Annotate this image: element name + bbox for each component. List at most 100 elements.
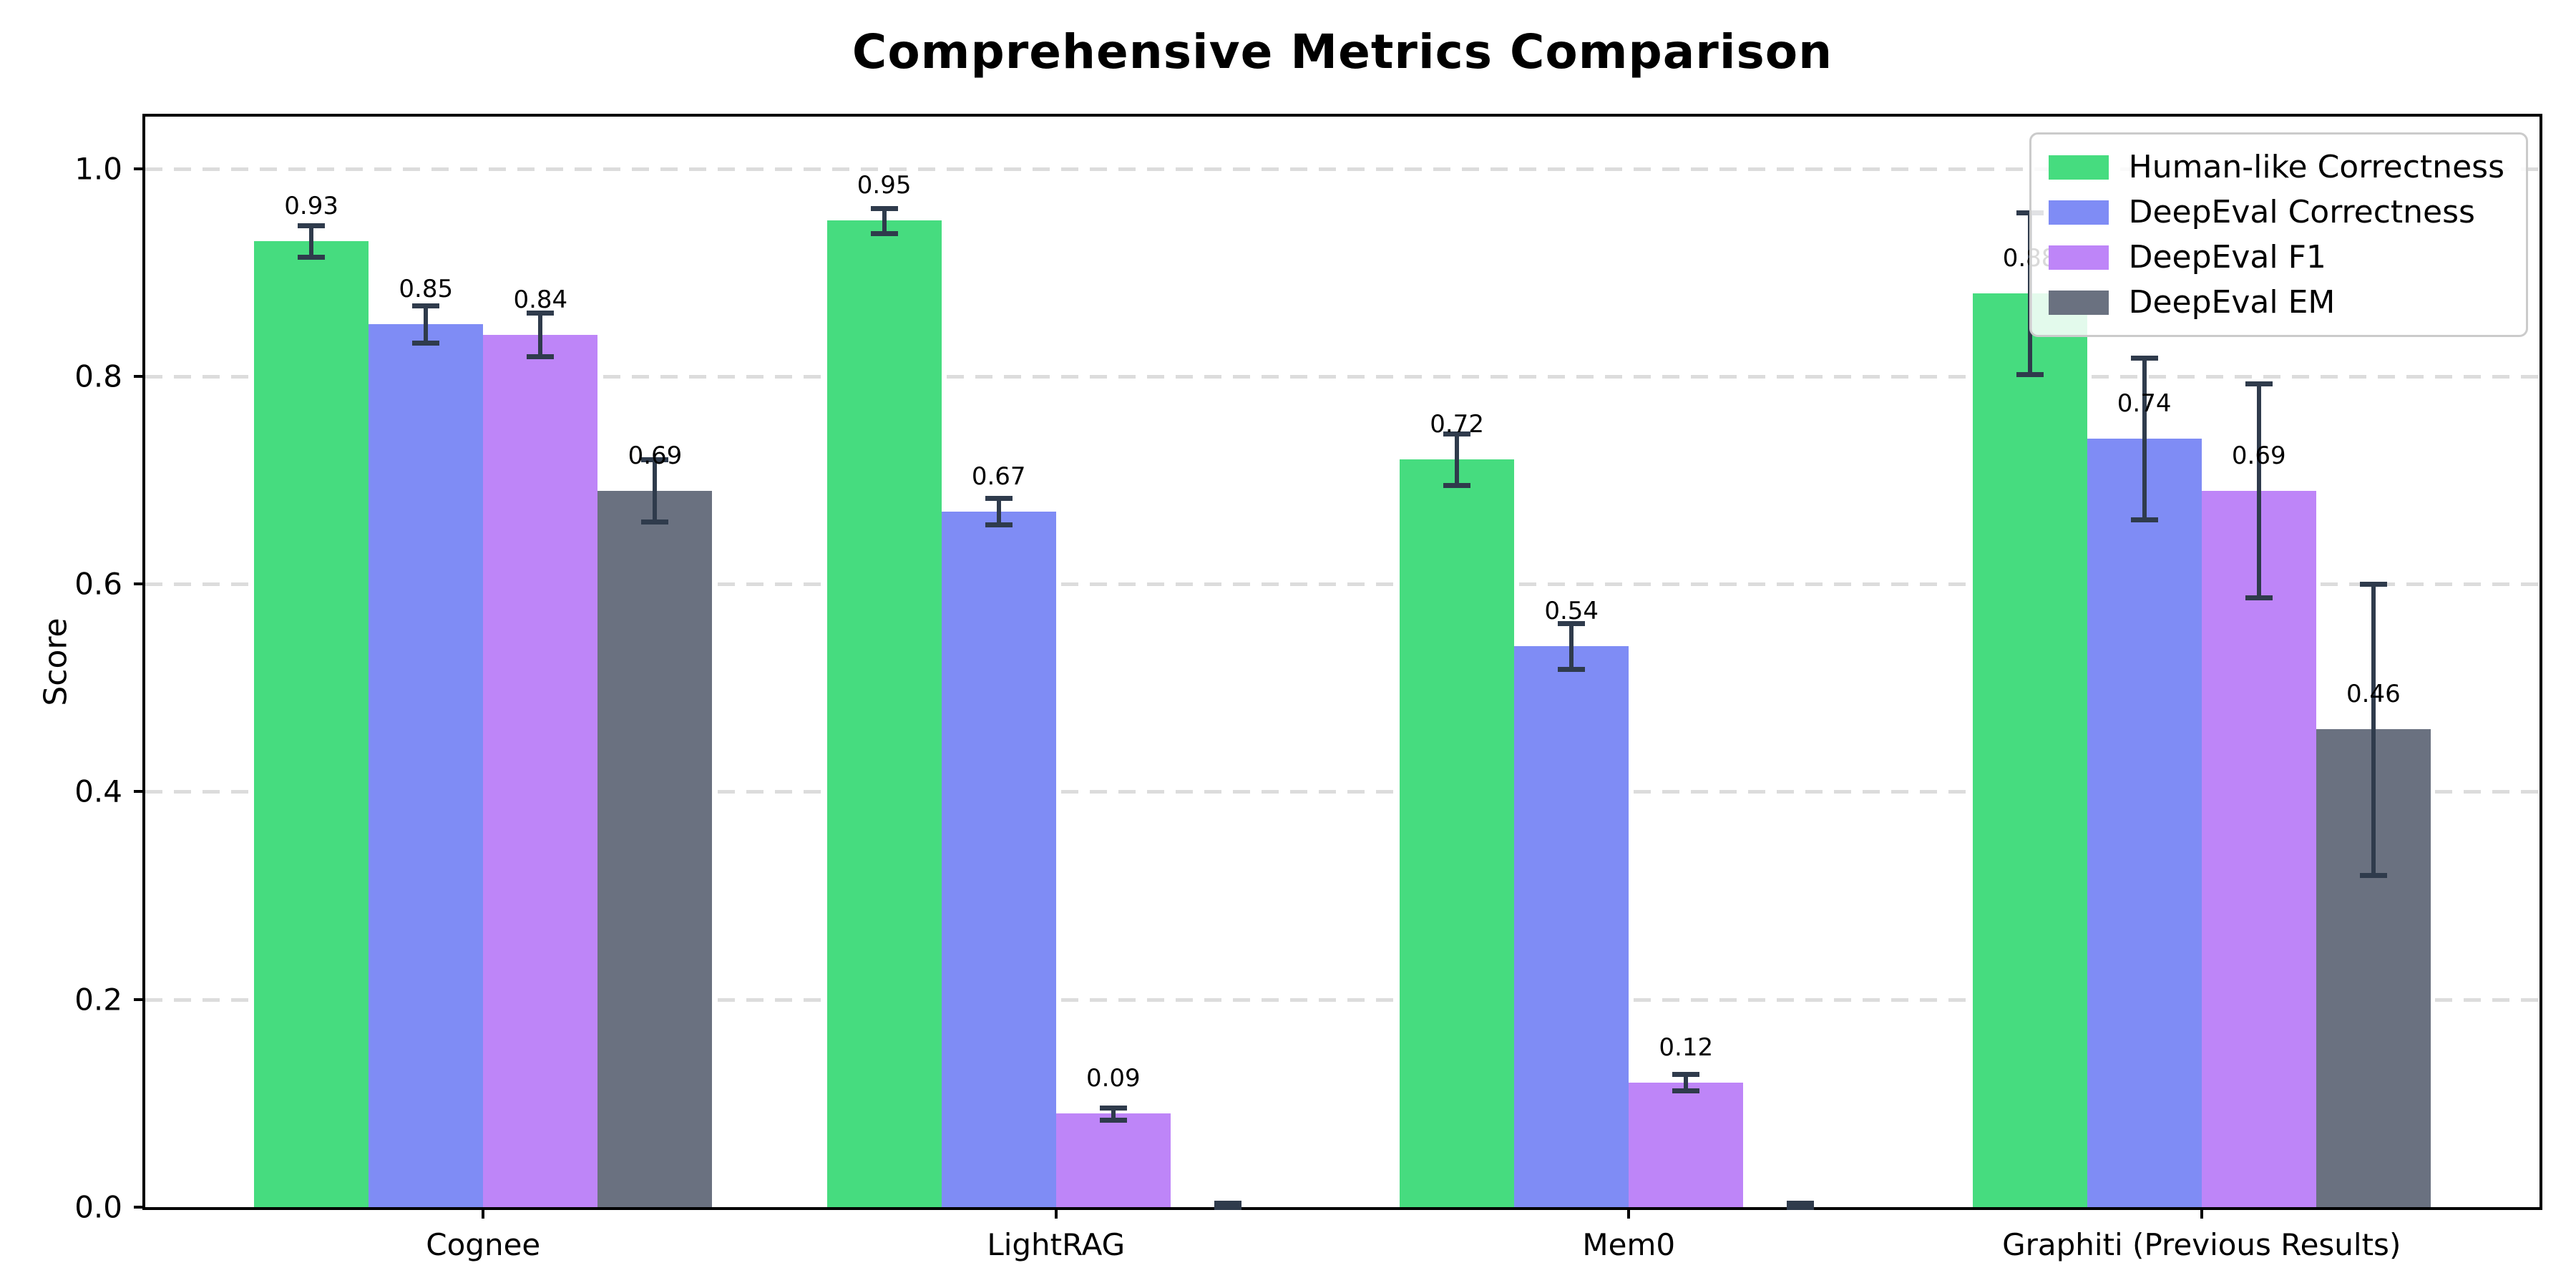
bar-value-label-0-0: 0.93 bbox=[284, 192, 338, 221]
errorbar-cap-bottom-0-1 bbox=[870, 230, 898, 236]
errorbar-cap-top-0-1 bbox=[870, 205, 898, 211]
y-tick-mark-1.0 bbox=[134, 167, 145, 170]
errorbar-cap-bottom-2-3 bbox=[2245, 595, 2273, 600]
errorbar-cap-bottom-0-0 bbox=[298, 254, 326, 260]
bar-deepeval-f1-1 bbox=[1055, 1113, 1171, 1207]
errorbar-3-0 bbox=[653, 459, 658, 522]
legend-swatch-icon bbox=[2048, 155, 2109, 180]
errorbar-cap-top-2-0 bbox=[527, 311, 555, 316]
y-tick-label-0.8: 0.8 bbox=[74, 358, 122, 394]
errorbar-0-0 bbox=[309, 225, 314, 257]
bar-value-label-1-2: 0.54 bbox=[1544, 597, 1599, 626]
x-tick-label-3: Graphiti (Previous Results) bbox=[2002, 1227, 2401, 1262]
bar-value-label-2-3: 0.69 bbox=[2231, 441, 2286, 470]
y-tick-label-0.0: 0.0 bbox=[74, 1189, 122, 1225]
errorbar-cap-bottom-3-1 bbox=[1214, 1205, 1241, 1210]
errorbar-1-1 bbox=[996, 497, 1001, 525]
x-tick-mark-2 bbox=[1627, 1207, 1631, 1219]
errorbar-cap-bottom-0-2 bbox=[1443, 483, 1471, 489]
errorbar-2-2 bbox=[1684, 1074, 1689, 1091]
x-tick-mark-0 bbox=[482, 1207, 485, 1219]
errorbar-cap-top-1-3 bbox=[2130, 355, 2158, 361]
legend-swatch-icon bbox=[2048, 245, 2109, 270]
bar-deepeval-correctness-3 bbox=[2087, 438, 2202, 1207]
errorbar-1-2 bbox=[1569, 623, 1574, 670]
legend-label: DeepEval EM bbox=[2128, 284, 2336, 321]
errorbar-3-3 bbox=[2371, 584, 2376, 875]
errorbar-cap-bottom-2-0 bbox=[527, 354, 555, 360]
bar-deepeval-correctness-2 bbox=[1514, 646, 1629, 1207]
legend-label: DeepEval F1 bbox=[2128, 239, 2326, 275]
bar-value-label-2-1: 0.09 bbox=[1085, 1064, 1141, 1093]
errorbar-cap-bottom-1-2 bbox=[1558, 667, 1586, 673]
errorbar-2-0 bbox=[538, 313, 543, 357]
x-tick-mark-3 bbox=[2200, 1207, 2203, 1219]
bar-deepeval-correctness-0 bbox=[369, 324, 484, 1207]
bar-value-label-2-2: 0.12 bbox=[1659, 1033, 1714, 1062]
legend-swatch-icon bbox=[2048, 200, 2109, 225]
y-tick-label-0.6: 0.6 bbox=[74, 566, 122, 602]
gridline-0.2 bbox=[145, 997, 2540, 1002]
bar-value-label-1-0: 0.85 bbox=[399, 275, 454, 304]
bar-deepeval-correctness-1 bbox=[941, 511, 1056, 1207]
legend-item-2: DeepEval F1 bbox=[2048, 239, 2504, 275]
plot-area: Human-like Correctness DeepEval Correctne… bbox=[74, 114, 2542, 1262]
legend-swatch-icon bbox=[2048, 290, 2109, 315]
errorbar-1-3 bbox=[2142, 357, 2147, 520]
gridline-0.4 bbox=[145, 790, 2540, 794]
bar-deepeval-f1-0 bbox=[483, 334, 598, 1207]
errorbar-cap-top-1-2 bbox=[1558, 621, 1586, 627]
errorbar-cap-bottom-3-0 bbox=[641, 519, 669, 525]
errorbar-cap-bottom-1-3 bbox=[2130, 517, 2158, 523]
y-tick-label-1.0: 1.0 bbox=[74, 151, 122, 187]
bar-value-label-3-0: 0.69 bbox=[628, 441, 683, 470]
y-tick-label-0.2: 0.2 bbox=[74, 982, 122, 1018]
x-tick-label-0: Cognee bbox=[426, 1227, 541, 1262]
bar-human-like-correctness-2 bbox=[1400, 459, 1515, 1207]
errorbar-cap-bottom-2-2 bbox=[1672, 1088, 1700, 1094]
bar-value-label-1-1: 0.67 bbox=[971, 462, 1026, 491]
bar-value-label-0-2: 0.72 bbox=[1430, 409, 1484, 439]
errorbar-cap-bottom-0-3 bbox=[2016, 371, 2044, 377]
y-tick-label-0.4: 0.4 bbox=[74, 774, 122, 809]
gridline-0.8 bbox=[145, 374, 2540, 379]
errorbar-cap-top-1-0 bbox=[412, 303, 440, 309]
bar-deepeval-f1-3 bbox=[2201, 490, 2316, 1207]
errorbar-0-2 bbox=[1455, 433, 1460, 486]
chart-title: Comprehensive Metrics Comparison bbox=[852, 24, 1833, 79]
bar-human-like-correctness-3 bbox=[1972, 293, 2087, 1207]
bar-human-like-correctness-0 bbox=[254, 241, 369, 1207]
errorbar-2-3 bbox=[2256, 384, 2261, 597]
legend-item-3: DeepEval EM bbox=[2048, 284, 2504, 321]
errorbar-cap-top-3-0 bbox=[641, 457, 669, 462]
errorbar-cap-bottom-3-3 bbox=[2359, 872, 2387, 878]
legend-label: DeepEval Correctness bbox=[2128, 194, 2475, 230]
bar-human-like-correctness-1 bbox=[826, 220, 942, 1207]
y-tick-mark-0.2 bbox=[134, 997, 145, 1001]
bar-value-label-0-1: 0.95 bbox=[857, 171, 912, 200]
legend-label: Human-like Correctness bbox=[2128, 149, 2504, 185]
y-tick-mark-0.8 bbox=[134, 374, 145, 378]
legend-item-0: Human-like Correctness bbox=[2048, 149, 2504, 185]
errorbar-cap-top-2-1 bbox=[1099, 1105, 1127, 1111]
errorbar-cap-bottom-2-1 bbox=[1099, 1118, 1127, 1123]
errorbar-cap-top-3-2 bbox=[1787, 1201, 1815, 1206]
errorbar-1-0 bbox=[424, 306, 429, 343]
errorbar-0-1 bbox=[882, 208, 887, 233]
errorbar-cap-top-3-3 bbox=[2359, 582, 2387, 587]
errorbar-cap-top-3-1 bbox=[1214, 1201, 1241, 1206]
bar-deepeval-em-0 bbox=[597, 490, 713, 1207]
x-tick-label-2: Mem0 bbox=[1582, 1227, 1676, 1262]
errorbar-cap-top-2-2 bbox=[1672, 1072, 1700, 1078]
x-tick-mark-1 bbox=[1054, 1207, 1058, 1219]
y-axis-label: Score bbox=[37, 618, 74, 706]
gridline-0.6 bbox=[145, 582, 2540, 587]
errorbar-cap-top-1-1 bbox=[985, 495, 1013, 501]
legend: Human-like Correctness DeepEval Correctne… bbox=[2029, 132, 2528, 337]
errorbar-cap-bottom-3-2 bbox=[1787, 1205, 1815, 1210]
errorbar-2-1 bbox=[1111, 1107, 1116, 1121]
gridline-1.0 bbox=[145, 167, 2540, 171]
bar-value-label-1-3: 0.74 bbox=[2117, 389, 2172, 418]
bar-deepeval-f1-2 bbox=[1629, 1082, 1744, 1207]
